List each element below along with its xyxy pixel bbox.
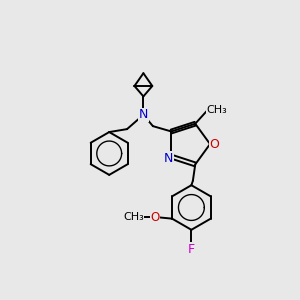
Text: O: O — [151, 211, 160, 224]
Text: N: N — [139, 108, 148, 121]
Text: F: F — [188, 243, 195, 256]
Text: N: N — [164, 152, 173, 165]
Text: O: O — [210, 138, 219, 151]
Text: CH₃: CH₃ — [207, 105, 227, 115]
Text: CH₃: CH₃ — [123, 212, 144, 222]
